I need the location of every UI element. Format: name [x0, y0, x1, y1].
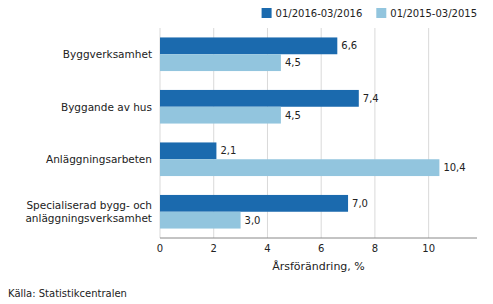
data-label: 7,0 — [352, 198, 368, 209]
footnote: Källa: Statistikcentralen — [8, 288, 127, 299]
grid-line — [428, 28, 429, 238]
category-label: Byggverksamhet — [63, 48, 152, 60]
legend-label: 01/2015-03/2015 — [390, 8, 477, 19]
legend-label: 01/2016-03/2016 — [276, 8, 363, 19]
data-label: 10,4 — [443, 162, 465, 173]
bar — [160, 212, 241, 229]
bar — [160, 54, 281, 71]
x-tick-label: 6 — [318, 243, 324, 254]
x-tick-label: 0 — [157, 243, 163, 254]
bar — [160, 90, 359, 107]
legend: 01/2015-03/2015 01/2016-03/2016 — [262, 8, 477, 19]
x-axis-line — [160, 238, 477, 239]
x-tick-label: 10 — [422, 243, 435, 254]
x-tick-label: 2 — [211, 243, 217, 254]
x-tick-label: 8 — [372, 243, 378, 254]
chart: 6,6 4,5 7,4 4,5 2,1 10,4 7,0 3,0 Byggverksamhet B… — [0, 0, 493, 304]
data-label: 3,0 — [245, 215, 261, 226]
data-label: 4,5 — [285, 57, 301, 68]
bar — [160, 142, 216, 159]
x-tick-label: 4 — [264, 243, 270, 254]
legend-swatch — [376, 8, 386, 18]
data-label: 6,6 — [341, 40, 357, 51]
bar — [160, 107, 281, 124]
data-label: 2,1 — [220, 145, 236, 156]
grid-line — [374, 28, 375, 238]
category-label: Specialiserad bygg- ochanläggningsverksa… — [25, 199, 152, 224]
category-label: Byggande av hus — [61, 101, 152, 113]
bars — [160, 37, 439, 228]
legend-swatch — [262, 8, 272, 18]
bar — [160, 159, 439, 176]
x-axis-label: Årsförändring, % — [272, 260, 365, 273]
bar — [160, 195, 348, 212]
data-label: 4,5 — [285, 110, 301, 121]
data-labels: 6,6 4,5 7,4 4,5 2,1 10,4 7,0 3,0 — [220, 40, 465, 225]
bar — [160, 37, 337, 54]
category-label: Anläggningsarbeten — [46, 153, 152, 165]
data-label: 7,4 — [363, 93, 379, 104]
